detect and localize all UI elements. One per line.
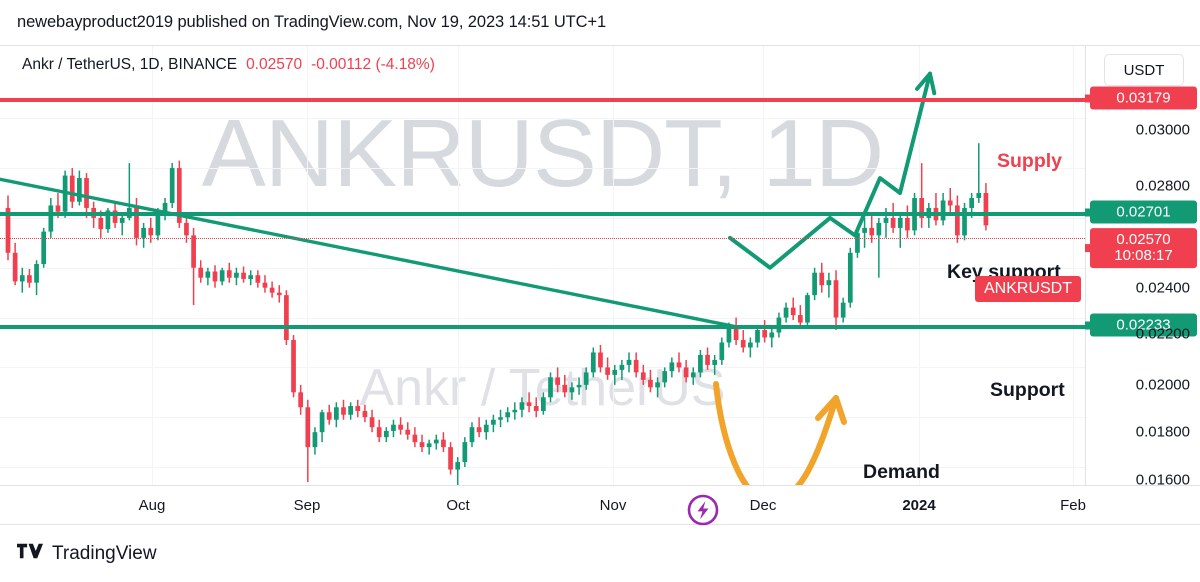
key-support-level-line[interactable]: [0, 212, 1085, 216]
annotation-support[interactable]: Support: [990, 379, 1065, 401]
gridline-vertical: [1073, 46, 1074, 487]
gridline-horizontal: [0, 267, 1085, 269]
price-badge[interactable]: 0.02233: [1085, 313, 1197, 337]
symbol-chip[interactable]: ANKRUSDT: [975, 276, 1082, 302]
time-tick-label: Feb: [1060, 497, 1086, 514]
chart-legend[interactable]: Ankr / TetherUS, 1D, BINANCE 0.02570 -0.…: [22, 56, 435, 74]
legend-last-price: 0.02570: [246, 56, 303, 73]
annotation-demand[interactable]: Demand: [863, 461, 940, 483]
legend-symbol: Ankr / TetherUS, 1D, BINANCE: [22, 56, 238, 73]
footer: TradingView: [0, 525, 1200, 582]
price-tick: 0.02000: [1135, 376, 1190, 394]
currency-chip[interactable]: USDT: [1104, 54, 1184, 86]
publisher-header: newebayproduct2019 published on TradingV…: [0, 0, 1200, 45]
gridline-horizontal: [0, 317, 1085, 319]
gridline-vertical: [613, 46, 614, 487]
price-tick: 0.01800: [1135, 423, 1190, 441]
gridline-horizontal: [0, 217, 1085, 219]
time-tick-label: 2024: [902, 497, 936, 514]
lightning-bolt-icon[interactable]: [686, 493, 720, 532]
current-price-line: [0, 238, 1085, 239]
legend-change: -0.00112 (-4.18%): [311, 56, 435, 73]
chart-frame: Ankr / TetherUS, 1D, BINANCE 0.02570 -0.…: [0, 45, 1200, 526]
gridline-horizontal: [0, 118, 1085, 120]
price-tick: 0.03000: [1135, 121, 1190, 139]
time-axis[interactable]: Aug Sep Oct Nov Dec 2024 Feb: [0, 485, 1200, 524]
gridline-vertical: [458, 46, 459, 487]
publisher-text: newebayproduct2019 published on TradingV…: [17, 13, 607, 31]
time-tick-label: Sep: [293, 497, 321, 514]
time-tick-label: Nov: [599, 497, 627, 514]
tradingview-brand: TradingView: [52, 542, 157, 564]
gridline-vertical: [919, 46, 920, 487]
price-badge[interactable]: 0.03179: [1085, 86, 1197, 110]
gridline-horizontal: [0, 417, 1085, 419]
gridline-vertical: [152, 46, 153, 487]
price-tick: 0.01600: [1135, 471, 1190, 489]
gridline-horizontal: [0, 367, 1085, 369]
price-badge[interactable]: 0.02701: [1085, 200, 1197, 224]
gridline-vertical: [763, 46, 764, 487]
price-axis[interactable]: USDT 0.031790.030000.028000.027010.02600…: [1085, 46, 1200, 489]
gridline-horizontal: [0, 467, 1085, 469]
plot-area[interactable]: ANKRUSDT, 1D Ankr / TetherUS Supply Key s…: [0, 46, 1085, 487]
candlestick-series: [0, 71, 989, 487]
supply-level-line[interactable]: [0, 98, 1085, 102]
time-tick-label: Oct: [446, 497, 470, 514]
annotation-supply[interactable]: Supply: [997, 150, 1063, 172]
price-tick: 0.02400: [1135, 279, 1190, 297]
price-tick: 0.02200: [1135, 325, 1190, 343]
price-badge[interactable]: 0.02570 10:08:17: [1085, 228, 1197, 268]
tradingview-logo-icon: [17, 542, 43, 565]
price-tick: 0.02800: [1135, 177, 1190, 195]
time-tick-label: Aug: [138, 497, 166, 514]
support-level-line[interactable]: [0, 325, 1085, 329]
time-tick-label: Dec: [749, 497, 777, 514]
gridline-horizontal: [0, 168, 1085, 170]
gridline-vertical: [307, 46, 308, 487]
